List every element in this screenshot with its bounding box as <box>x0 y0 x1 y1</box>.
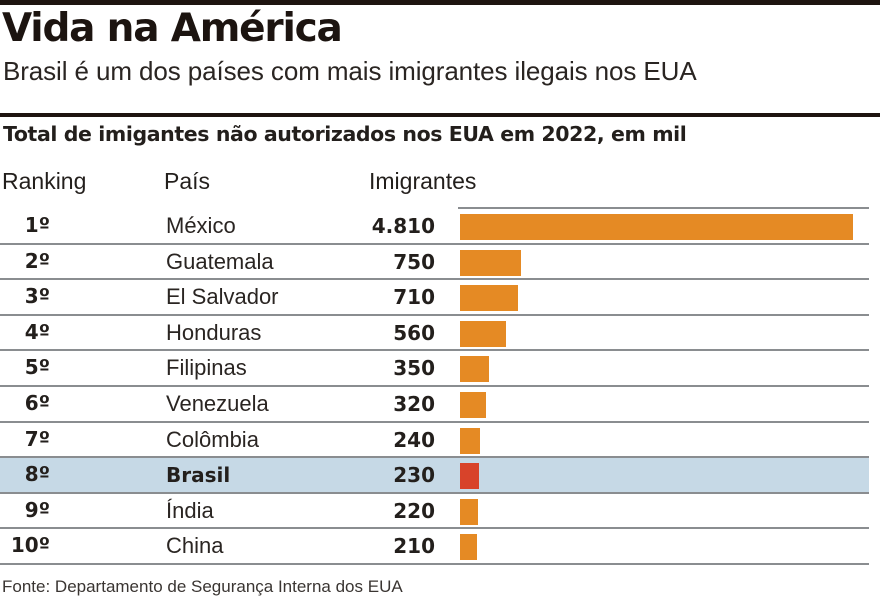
country-label: Venezuela <box>166 391 269 416</box>
row-divider <box>0 243 869 245</box>
table-row: 4º Honduras 560 <box>0 316 869 350</box>
country-label: Guatemala <box>166 249 274 274</box>
country-label: Honduras <box>166 320 262 345</box>
country-label: Colômbia <box>166 427 259 452</box>
table-row: 3º El Salvador 710 <box>0 280 869 314</box>
value-label: 230 <box>393 463 435 487</box>
table-row: 1º México 4.810 <box>0 209 869 243</box>
country-label: Índia <box>166 498 214 523</box>
row-divider <box>0 385 869 387</box>
column-header-country: País <box>164 168 211 194</box>
table-row: 7º Colômbia 240 <box>0 423 869 457</box>
value-label: 320 <box>393 392 435 416</box>
column-header-ranking: Ranking <box>2 168 87 194</box>
row-divider <box>0 314 869 316</box>
value-label: 350 <box>393 356 435 380</box>
bar <box>460 250 521 276</box>
country-label: Filipinas <box>166 355 247 380</box>
bar <box>460 499 478 525</box>
row-divider <box>0 278 869 280</box>
rank-label: 9º <box>24 498 50 522</box>
rank-label: 4º <box>24 320 50 344</box>
bar <box>460 285 518 311</box>
bar <box>460 428 480 454</box>
table-row: 9º Índia 220 <box>0 494 869 528</box>
rank-label: 1º <box>24 213 50 237</box>
country-label: El Salvador <box>166 284 279 309</box>
table-row-highlighted: 8º Brasil 230 <box>0 458 869 492</box>
value-label: 560 <box>393 321 435 345</box>
country-label: China <box>166 533 224 558</box>
top-rule <box>0 0 880 5</box>
rank-label: 10º <box>10 533 50 557</box>
bar <box>460 356 489 382</box>
rank-label: 5º <box>24 355 50 379</box>
value-label: 750 <box>393 250 435 274</box>
rank-label: 7º <box>24 427 50 451</box>
table-row: 10º China 210 <box>0 529 869 563</box>
bar <box>460 214 853 240</box>
rank-label: 6º <box>24 391 50 415</box>
row-divider <box>0 421 869 423</box>
row-divider <box>0 527 869 529</box>
source-note: Fonte: Departamento de Segurança Interna… <box>2 577 403 596</box>
table-row: 2º Guatemala 750 <box>0 245 869 279</box>
country-label: Brasil <box>166 463 231 487</box>
value-label: 210 <box>393 534 435 558</box>
row-divider <box>0 456 869 458</box>
bar <box>460 321 506 347</box>
section-rule <box>0 113 880 117</box>
value-label: 4.810 <box>371 214 435 238</box>
page-subtitle: Brasil é um dos países com mais imigrant… <box>3 56 697 86</box>
country-label: México <box>166 213 236 238</box>
value-label: 710 <box>393 285 435 309</box>
table-row: 5º Filipinas 350 <box>0 351 869 385</box>
page-title: Vida na América <box>2 6 343 51</box>
value-label: 220 <box>393 499 435 523</box>
rank-label: 8º <box>24 462 50 486</box>
bar <box>460 534 477 560</box>
row-divider <box>458 207 869 209</box>
chart-title: Total de imigantes não autorizados nos E… <box>3 122 687 146</box>
bar <box>460 392 486 418</box>
rank-label: 3º <box>24 284 50 308</box>
column-header-immigrants: Imigrantes <box>369 168 477 194</box>
row-divider <box>0 349 869 351</box>
value-label: 240 <box>393 428 435 452</box>
row-divider <box>0 492 869 494</box>
row-divider <box>0 563 869 565</box>
bar <box>460 463 479 489</box>
rank-label: 2º <box>24 249 50 273</box>
table-row: 6º Venezuela 320 <box>0 387 869 421</box>
